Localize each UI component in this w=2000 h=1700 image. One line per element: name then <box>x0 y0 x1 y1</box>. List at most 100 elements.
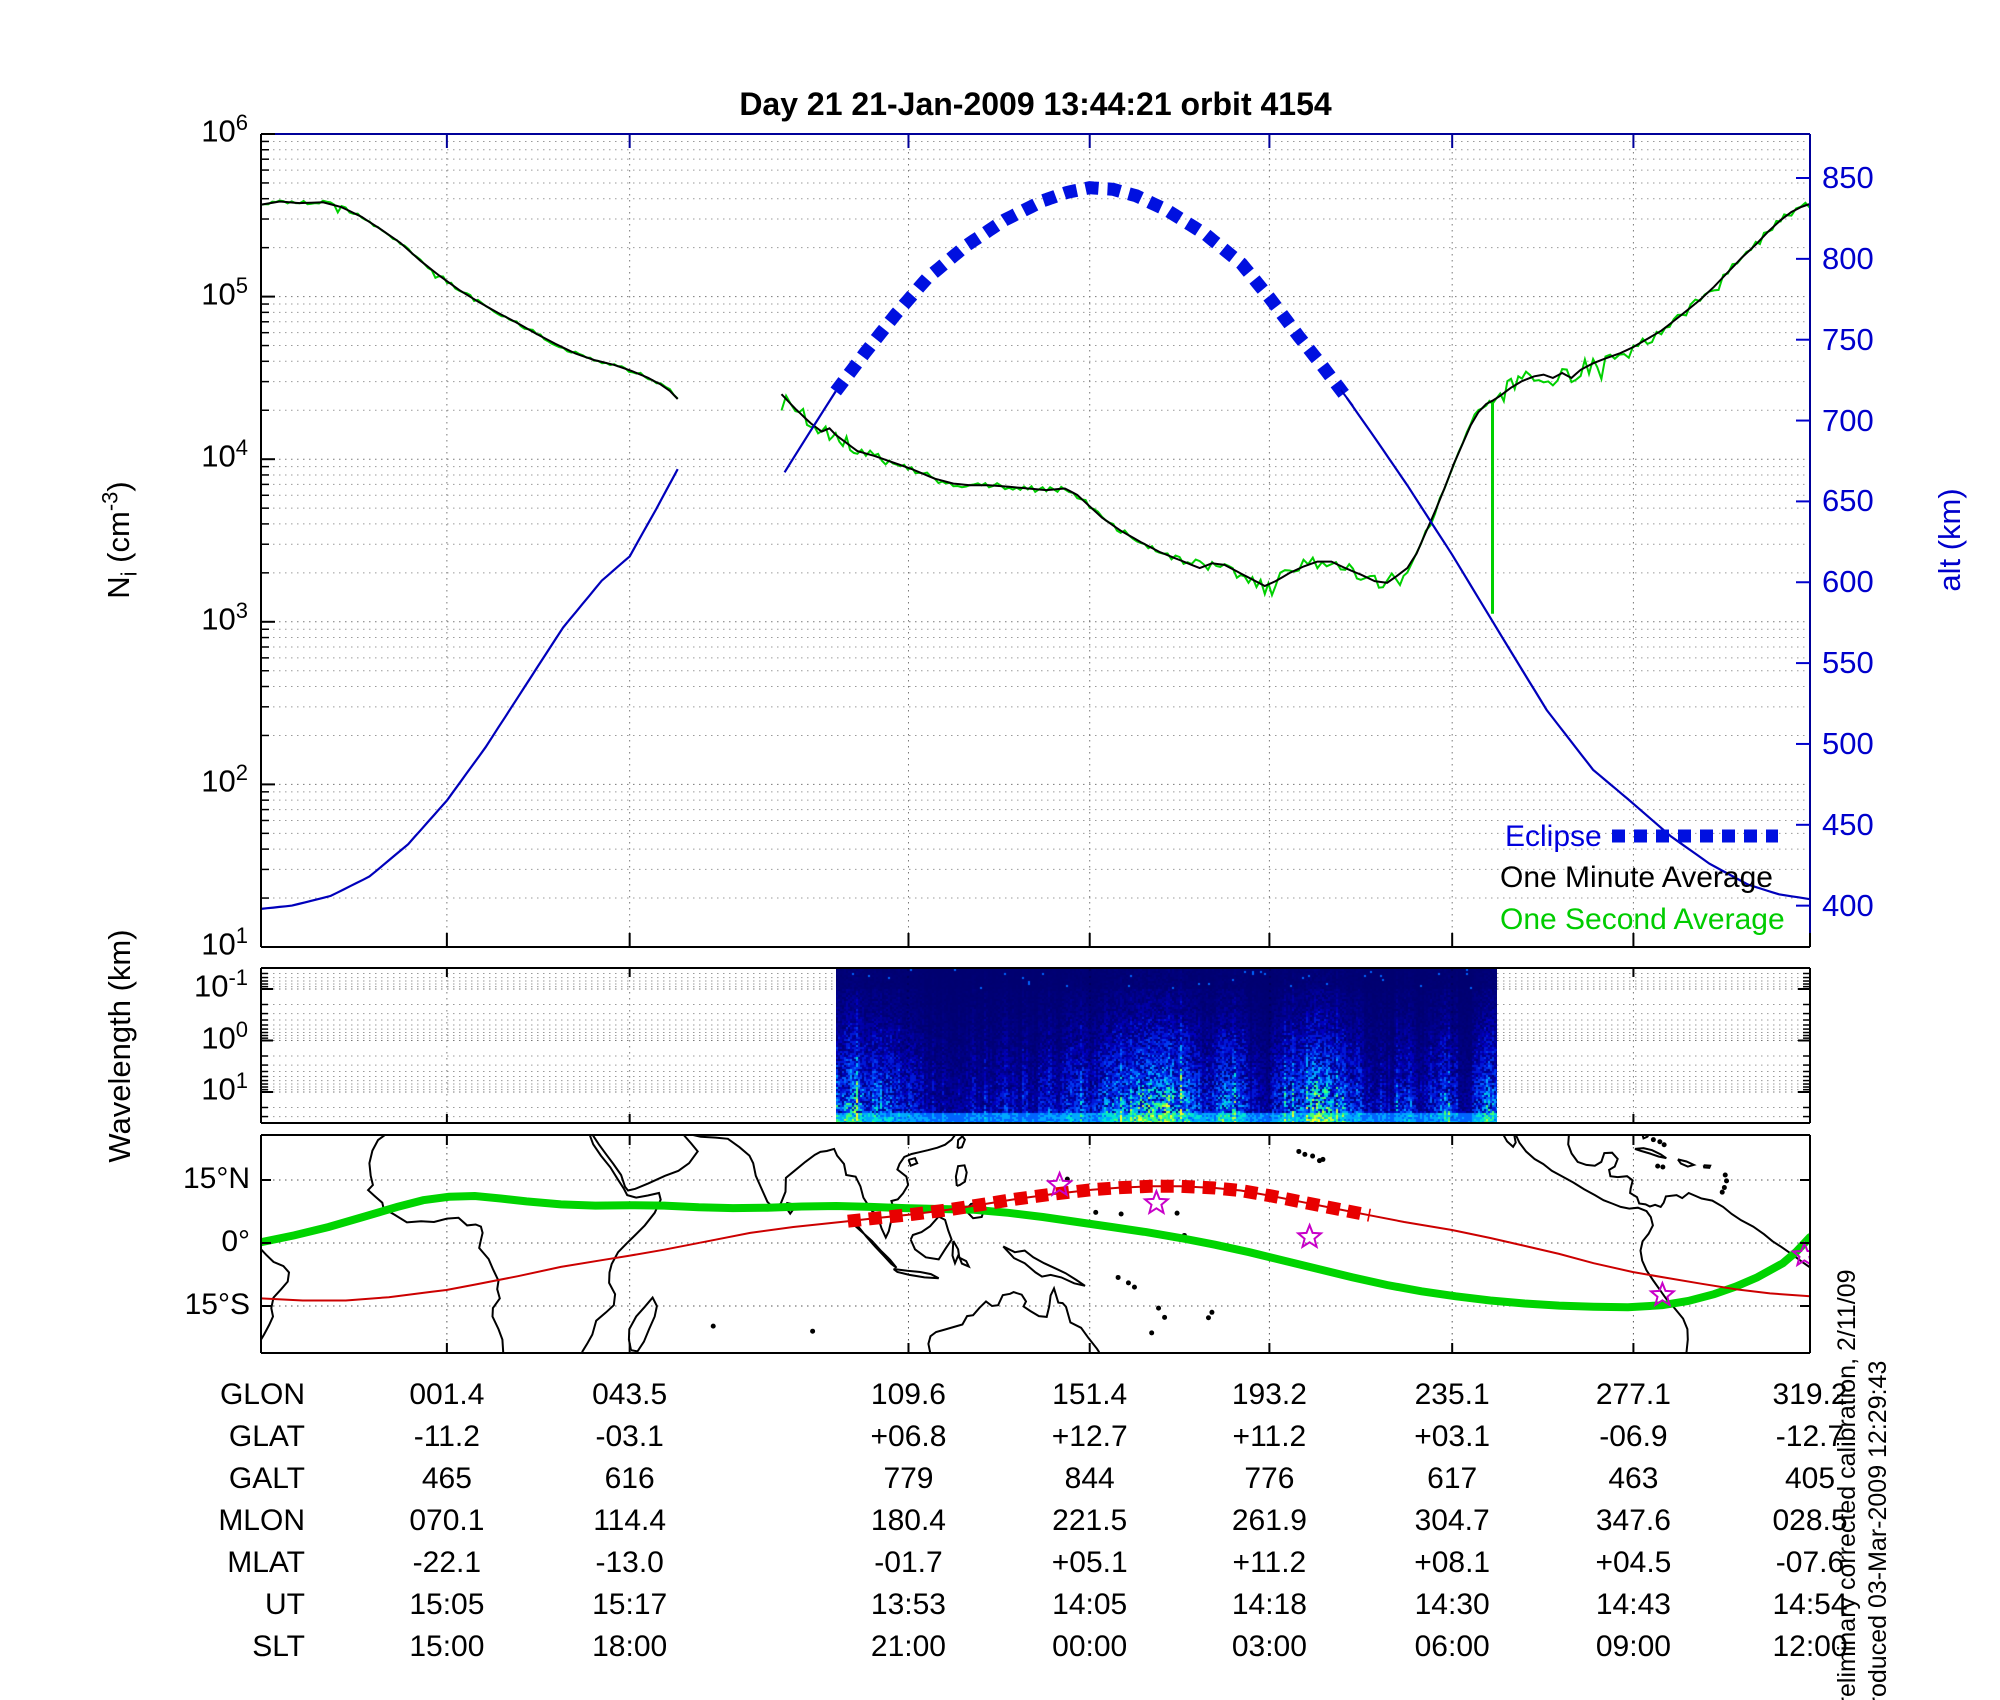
coastline <box>1634 1147 1667 1160</box>
one-minute-average-seg1 <box>261 200 679 400</box>
table-cell-galt-5: 617 <box>1427 1462 1478 1495</box>
table-cell-galt-7: 405 <box>1784 1462 1836 1495</box>
map-lat-label-1: 0° <box>221 1225 250 1258</box>
table-cell-glat-7: -12.7 <box>1775 1420 1845 1453</box>
alt-tick-400: 400 <box>1822 887 1874 923</box>
coastline <box>954 1164 968 1187</box>
island-dot <box>1719 1189 1725 1195</box>
table-cell-slt-0: 15:00 <box>409 1630 485 1663</box>
map-eclipse-dashes <box>847 1179 1372 1228</box>
legend-one-second-average: One Second Average <box>1500 903 1785 936</box>
page-title: Day 21 21-Jan-2009 13:44:21 orbit 4154 <box>739 86 1332 122</box>
ground-track-line <box>261 1185 1810 1302</box>
table-row-label-slt: SLT <box>252 1630 305 1663</box>
map-group <box>261 1135 1810 1353</box>
coastline <box>892 1268 940 1280</box>
table-cell-mlon-6: 347.6 <box>1595 1504 1671 1537</box>
coastline <box>591 1135 699 1192</box>
table-cell-glon-5: 235.1 <box>1414 1378 1490 1411</box>
altitude-curve-seg2-pre <box>783 390 837 473</box>
table-row-label-glat: GLAT <box>228 1420 305 1453</box>
wavelength-tick-10e0: 100 <box>201 1016 248 1055</box>
island-dot <box>1174 1210 1180 1216</box>
coastline <box>688 1135 957 1240</box>
island-dot <box>1296 1148 1302 1154</box>
coastline <box>951 1240 971 1269</box>
ground-station-star <box>1648 1280 1677 1308</box>
magnetic-equator-line <box>261 1191 1810 1312</box>
coastline <box>927 1285 1101 1353</box>
coastline <box>1677 1158 1697 1168</box>
table-cell-glat-1: -03.1 <box>595 1420 664 1453</box>
ground-station-star <box>1142 1188 1171 1216</box>
table-cell-galt-3: 844 <box>1064 1462 1115 1495</box>
eclipse-dashed-curve <box>830 181 1352 402</box>
island-dot <box>1302 1151 1308 1157</box>
island-dot <box>1721 1185 1727 1191</box>
island-dot <box>1149 1330 1155 1336</box>
table-cell-slt-6: 09:00 <box>1595 1630 1671 1663</box>
coastline <box>627 1295 658 1353</box>
table-cell-slt-3: 00:00 <box>1052 1630 1128 1663</box>
island-dot <box>1661 1142 1667 1148</box>
table-cell-glon-3: 151.4 <box>1052 1378 1128 1411</box>
legend-eclipse: Eclipse <box>1505 820 1602 853</box>
table-cell-slt-5: 06:00 <box>1414 1630 1490 1663</box>
alt-tick-800: 800 <box>1822 240 1874 276</box>
ni-axis-label: Ni (cm-3) <box>97 481 142 599</box>
altitude-curve-seg1 <box>261 468 679 910</box>
alt-tick-650: 650 <box>1822 483 1874 519</box>
island-dot <box>1118 1211 1124 1217</box>
alt-tick-550: 550 <box>1822 645 1874 681</box>
island-dot <box>1115 1274 1121 1280</box>
alt-tick-700: 700 <box>1822 402 1874 438</box>
table-cell-slt-1: 18:00 <box>592 1630 668 1663</box>
table-cell-mlon-4: 261.9 <box>1231 1504 1307 1537</box>
island-dot <box>1660 1164 1666 1170</box>
table-cell-ut-7: 14:54 <box>1772 1588 1848 1621</box>
alt-tick-600: 600 <box>1822 564 1874 600</box>
table-cell-glat-5: +03.1 <box>1414 1420 1491 1453</box>
table-cell-glat-2: +06.8 <box>870 1420 947 1453</box>
coastline <box>366 1135 505 1353</box>
table-cell-glat-3: +12.7 <box>1051 1420 1128 1453</box>
table-cell-galt-2: 779 <box>883 1462 934 1495</box>
coastline <box>956 1135 967 1150</box>
alt-tick-750: 750 <box>1822 321 1874 357</box>
map-lat-label-0: 15°N <box>182 1162 250 1195</box>
table-row-label-mlon: MLON <box>218 1504 305 1537</box>
table-cell-mlat-2: -01.7 <box>874 1546 943 1579</box>
table-cell-galt-0: 465 <box>421 1462 472 1495</box>
island-dot <box>1650 1137 1656 1143</box>
table-cell-galt-1: 616 <box>604 1462 655 1495</box>
island-dot <box>1657 1139 1663 1145</box>
table-cell-mlat-1: -13.0 <box>595 1546 664 1579</box>
coastline <box>1502 1135 1517 1149</box>
table-cell-ut-3: 14:05 <box>1052 1588 1128 1621</box>
ni-tick-10e3: 103 <box>201 597 248 637</box>
table-cell-glon-4: 193.2 <box>1231 1378 1307 1411</box>
island-dot <box>810 1328 816 1334</box>
table-cell-glat-6: -06.9 <box>1599 1420 1668 1453</box>
island-dot <box>1722 1172 1728 1178</box>
table-row-label-ut: UT <box>265 1588 305 1621</box>
table-cell-mlat-7: -07.6 <box>1775 1546 1845 1579</box>
table-cell-mlon-7: 028.5 <box>1772 1504 1848 1537</box>
table-cell-glat-0: -11.2 <box>413 1420 480 1453</box>
altitude-curve-seg2-post <box>1345 397 1810 901</box>
table-cell-mlat-0: -22.1 <box>412 1546 482 1579</box>
table-cell-mlat-4: +11.2 <box>1232 1546 1307 1579</box>
wavelength-axis-label: Wavelength (km) <box>102 929 137 1163</box>
alt-axis-label: alt (km) <box>1932 488 1967 592</box>
table-cell-mlon-1: 114.4 <box>593 1504 667 1537</box>
island-dot <box>1655 1163 1661 1169</box>
alt-tick-500: 500 <box>1822 725 1874 761</box>
spectrogram-heatmap <box>836 969 1497 1122</box>
table-cell-slt-2: 21:00 <box>870 1630 946 1663</box>
coastline <box>909 1215 953 1261</box>
island-dot <box>1724 1178 1730 1184</box>
island-dot <box>1131 1284 1137 1290</box>
table-cell-mlon-3: 221.5 <box>1052 1504 1128 1537</box>
